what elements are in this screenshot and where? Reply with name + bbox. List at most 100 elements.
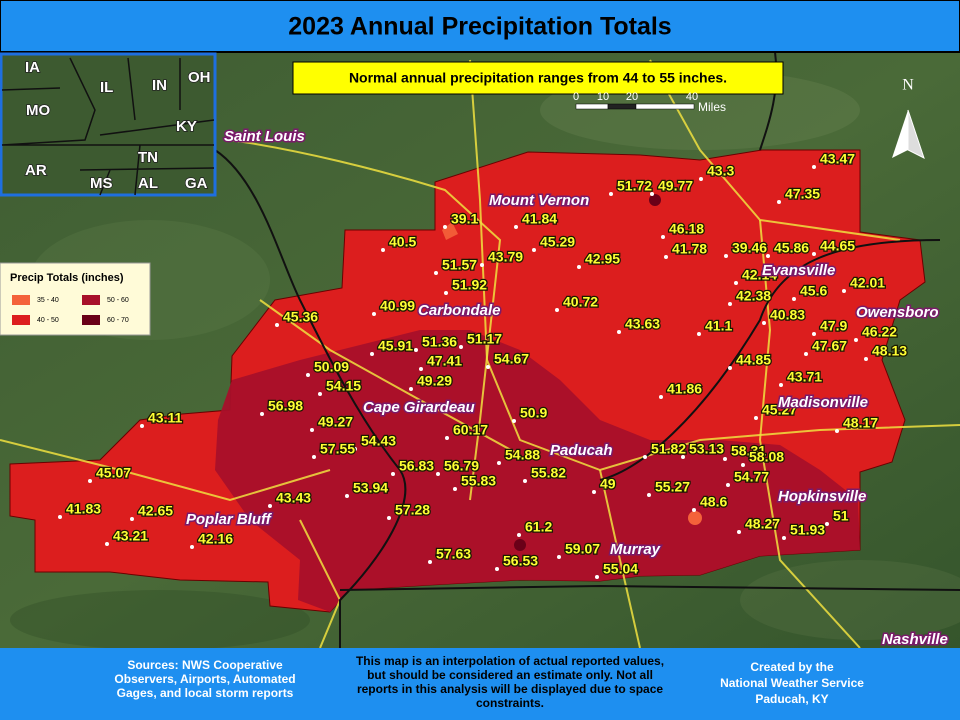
station-dot (372, 312, 376, 316)
station-value: 42.16 (198, 531, 233, 547)
city-label: Hopkinsville (778, 488, 866, 505)
station-value: 41.78 (672, 241, 707, 257)
station-value: 43.47 (820, 151, 855, 167)
legend-swatch (82, 295, 100, 305)
title-bar (0, 0, 960, 53)
station-value: 51.57 (442, 257, 477, 273)
station-dot (726, 483, 730, 487)
station-dot (130, 517, 134, 521)
normal-note: Normal annual precipitation ranges from … (349, 70, 727, 86)
station-dot (728, 366, 732, 370)
station-value: 40.5 (389, 234, 416, 250)
station-value: 47.67 (812, 338, 847, 354)
state-label: IL (100, 79, 113, 96)
station-dot (804, 352, 808, 356)
station-dot (741, 463, 745, 467)
station-value: 56.98 (268, 398, 303, 414)
station-value: 48.27 (745, 516, 780, 532)
station-dot (812, 165, 816, 169)
north-arrow (892, 109, 925, 159)
station-value: 41.83 (66, 501, 101, 517)
station-value: 39.1 (451, 211, 478, 227)
station-value: 41.1 (705, 318, 732, 334)
station-value: 51 (833, 508, 849, 524)
station-value: 59.07 (565, 541, 600, 557)
station-dot (428, 560, 432, 564)
footer-credit: Paducah, KY (755, 692, 828, 706)
station-dot (444, 291, 448, 295)
station-value: 57.28 (395, 502, 430, 518)
state-label: MS (90, 175, 113, 192)
station-dot (692, 508, 696, 512)
station-dot (414, 348, 418, 352)
city-label: Owensboro (856, 304, 939, 321)
city-label: Murray (610, 541, 661, 558)
station-dot (434, 271, 438, 275)
station-dot (737, 530, 741, 534)
station-dot (105, 542, 109, 546)
legend-swatch (82, 315, 100, 325)
station-dot (310, 428, 314, 432)
station-value: 44.85 (736, 352, 771, 368)
station-value: 55.27 (655, 479, 690, 495)
footer-credit: National Weather Service (720, 676, 864, 690)
station-dot (647, 493, 651, 497)
station-value: 46.22 (862, 324, 897, 340)
city-label: Mount Vernon (489, 192, 589, 209)
station-dot (445, 436, 449, 440)
station-dot (480, 263, 484, 267)
station-dot (842, 289, 846, 293)
station-value: 46.18 (669, 221, 704, 237)
legend-title: Precip Totals (inches) (10, 272, 124, 284)
station-dot (497, 461, 501, 465)
station-dot (391, 472, 395, 476)
station-value: 45.07 (96, 465, 131, 481)
station-value: 55.82 (531, 465, 566, 481)
station-value: 48.17 (843, 415, 878, 431)
station-value: 51.92 (452, 277, 487, 293)
station-dot (728, 302, 732, 306)
state-label: IA (25, 59, 40, 76)
state-label: KY (176, 118, 197, 135)
station-dot (650, 192, 654, 196)
station-value: 51.72 (617, 178, 652, 194)
station-dot (681, 455, 685, 459)
station-value: 40.72 (563, 294, 598, 310)
station-value: 56.79 (444, 458, 479, 474)
footer-sources: Gages, and local storm reports (117, 686, 294, 700)
station-value: 45.6 (800, 283, 827, 299)
station-dot (268, 504, 272, 508)
station-dot (190, 545, 194, 549)
station-value: 50.09 (314, 359, 349, 375)
footer-disclaimer: This map is an interpolation of actual r… (356, 654, 664, 668)
station-value: 42.95 (585, 251, 620, 267)
footer-credit: Created by the (750, 660, 834, 674)
station-dot (577, 265, 581, 269)
station-dot (595, 575, 599, 579)
station-value: 51.36 (422, 334, 457, 350)
precip-spot (688, 511, 702, 525)
station-dot (659, 395, 663, 399)
station-dot (58, 515, 62, 519)
city-label: Madisonville (778, 394, 868, 411)
station-dot (275, 323, 279, 327)
station-dot (459, 345, 463, 349)
station-value: 48.6 (700, 494, 727, 510)
legend-swatch (12, 295, 30, 305)
station-dot (812, 332, 816, 336)
station-dot (88, 479, 92, 483)
station-value: 54.43 (361, 433, 396, 449)
station-dot (777, 200, 781, 204)
station-dot (557, 555, 561, 559)
station-dot (514, 225, 518, 229)
inset-borders (1, 57, 215, 196)
station-dot (409, 387, 413, 391)
station-dot (353, 447, 357, 451)
station-value: 49.77 (658, 178, 693, 194)
station-value: 60.17 (453, 422, 488, 438)
station-value: 50.9 (520, 405, 547, 421)
station-dot (436, 472, 440, 476)
station-value: 43.71 (787, 369, 822, 385)
station-dot (792, 297, 796, 301)
